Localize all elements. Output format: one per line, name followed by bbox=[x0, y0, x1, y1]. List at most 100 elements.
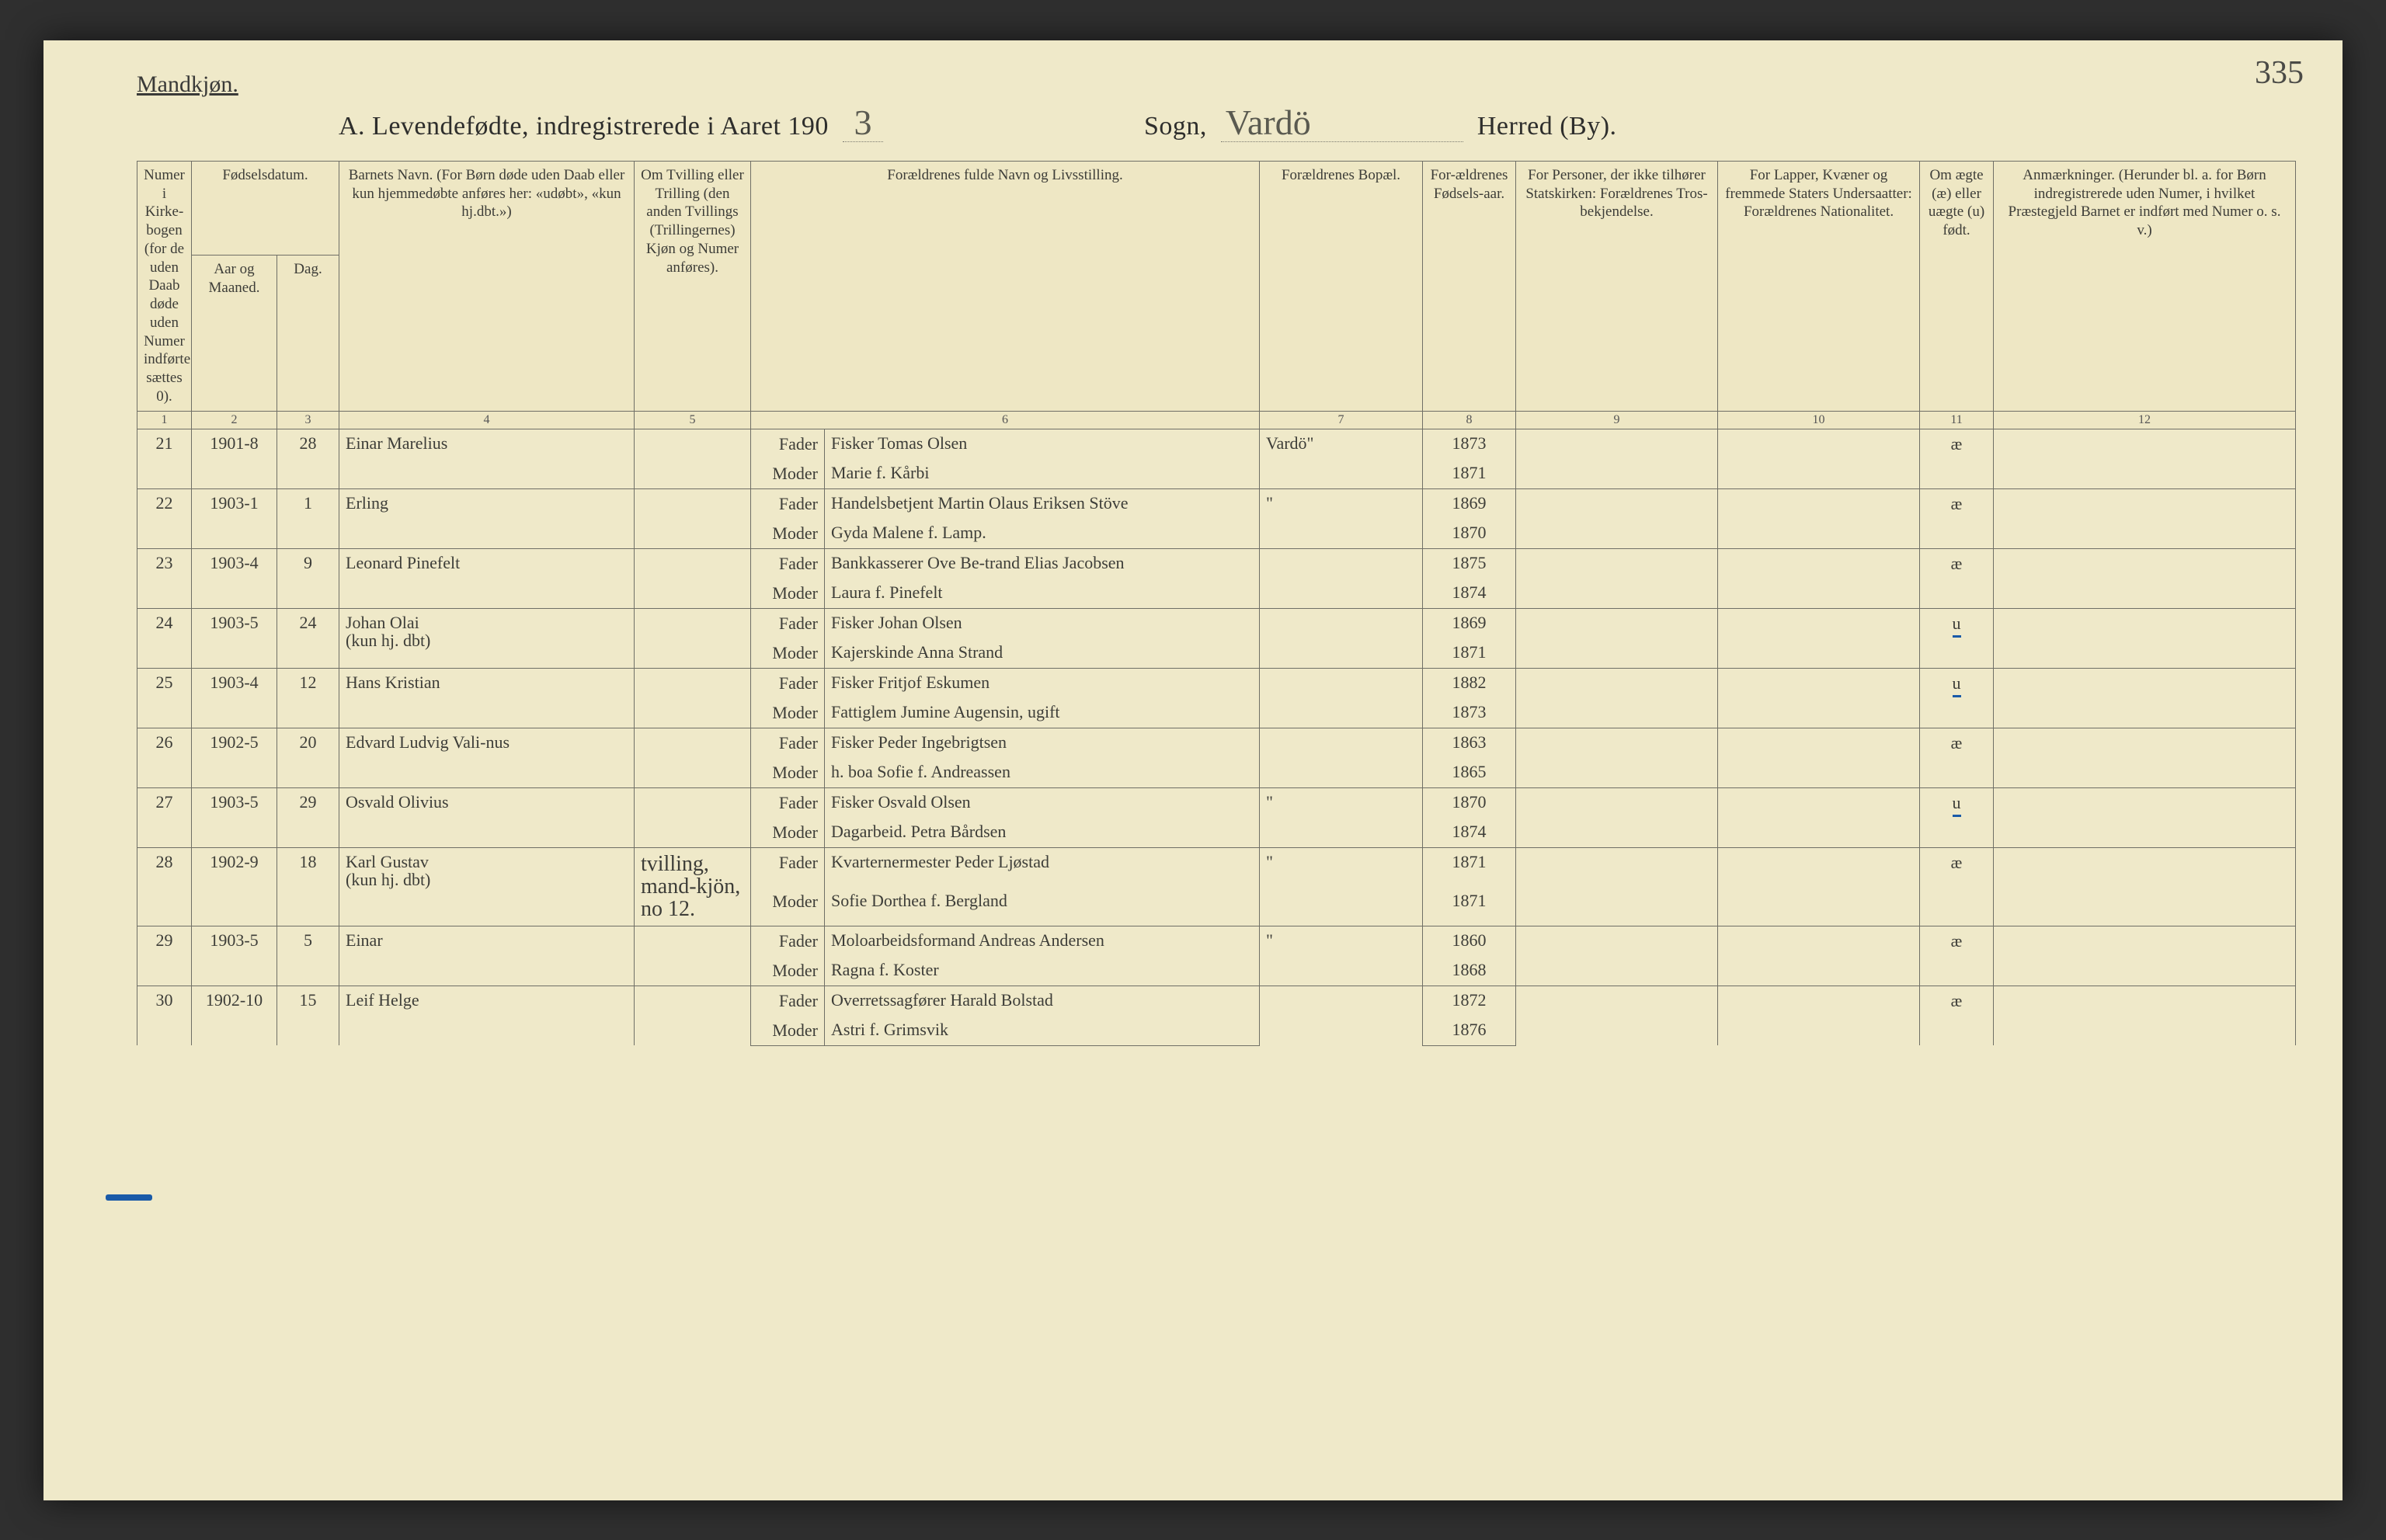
mother-name: Marie f. Kårbi bbox=[825, 459, 1260, 489]
twin-note bbox=[635, 787, 751, 847]
h-col10: For Lapper, Kvæner og fremmede Staters U… bbox=[1718, 161, 1920, 411]
ledger-table: Numer i Kirke-bogen (for de uden Daab dø… bbox=[137, 161, 2296, 1046]
remarks bbox=[1994, 986, 2296, 1045]
title-prefix: A. Levendefødte, indregistrerede i Aaret… bbox=[339, 112, 829, 141]
child-name: Osvald Olivius bbox=[339, 787, 635, 847]
mother-birth-year: 1874 bbox=[1423, 818, 1516, 848]
entry-day: 20 bbox=[277, 728, 339, 787]
mother-birth-year: 1873 bbox=[1423, 698, 1516, 728]
mother-birth-year: 1876 bbox=[1423, 1016, 1516, 1046]
h-col6: Forældrenes fulde Navn og Livsstilling. bbox=[751, 161, 1260, 411]
page-wrap: 335 Mandkjøn. A. Levendefødte, indregist… bbox=[0, 0, 2386, 1540]
child-name: Erling bbox=[339, 488, 635, 548]
col9 bbox=[1516, 488, 1718, 548]
father-birth-year: 1873 bbox=[1423, 429, 1516, 459]
entry-day: 12 bbox=[277, 668, 339, 728]
col10 bbox=[1718, 986, 1920, 1045]
entry-year-month: 1903-4 bbox=[192, 548, 277, 608]
table-row: 241903-524Johan Olai (kun hj. dbt)FaderF… bbox=[137, 608, 2296, 638]
residence: " bbox=[1260, 926, 1423, 986]
mother-birth-year: 1871 bbox=[1423, 887, 1516, 926]
remarks bbox=[1994, 608, 2296, 668]
legitimacy-mark: u bbox=[1920, 787, 1994, 847]
coln: 10 bbox=[1718, 411, 1920, 429]
mother-name: h. boa Sofie f. Andreassen bbox=[825, 758, 1260, 788]
entry-day: 18 bbox=[277, 847, 339, 926]
entry-day: 1 bbox=[277, 488, 339, 548]
residence: " bbox=[1260, 847, 1423, 926]
legitimacy-mark: u bbox=[1920, 608, 1994, 668]
h-col2a: Aar og Maaned. bbox=[192, 256, 277, 411]
child-name: Einar Marelius bbox=[339, 429, 635, 488]
table-head: Numer i Kirke-bogen (for de uden Daab dø… bbox=[137, 161, 2296, 411]
mother-name: Laura f. Pinefelt bbox=[825, 579, 1260, 609]
father-label: Fader bbox=[751, 728, 825, 758]
residence bbox=[1260, 986, 1423, 1045]
father-name: Fisker Johan Olsen bbox=[825, 608, 1260, 638]
table-row: 271903-529Osvald OliviusFaderFisker Osva… bbox=[137, 787, 2296, 818]
col9 bbox=[1516, 847, 1718, 926]
entry-number: 26 bbox=[137, 728, 192, 787]
entry-year-month: 1903-4 bbox=[192, 668, 277, 728]
twin-note bbox=[635, 986, 751, 1045]
father-label: Fader bbox=[751, 668, 825, 698]
entry-number: 25 bbox=[137, 668, 192, 728]
col9 bbox=[1516, 787, 1718, 847]
child-name: Johan Olai (kun hj. dbt) bbox=[339, 608, 635, 668]
sogn-value: Vardö bbox=[1221, 104, 1463, 142]
h-col12: Anmærkninger. (Herunder bl. a. for Børn … bbox=[1994, 161, 2296, 411]
father-name: Fisker Fritjof Eskumen bbox=[825, 668, 1260, 698]
col10 bbox=[1718, 787, 1920, 847]
mother-label: Moder bbox=[751, 1016, 825, 1046]
legitimacy-mark: æ bbox=[1920, 847, 1994, 926]
gender-label: Mandkjøn. bbox=[137, 71, 2296, 98]
column-number-row: 1 2 3 4 5 6 7 8 9 10 11 12 bbox=[137, 411, 2296, 429]
twin-note bbox=[635, 429, 751, 488]
father-birth-year: 1871 bbox=[1423, 847, 1516, 887]
table-row: 261902-520Edvard Ludvig Vali-nusFaderFis… bbox=[137, 728, 2296, 758]
coln: 7 bbox=[1260, 411, 1423, 429]
col9 bbox=[1516, 926, 1718, 986]
coln: 4 bbox=[339, 411, 635, 429]
col9 bbox=[1516, 429, 1718, 488]
twin-note bbox=[635, 548, 751, 608]
mother-name: Ragna f. Koster bbox=[825, 956, 1260, 986]
father-birth-year: 1860 bbox=[1423, 926, 1516, 956]
residence: " bbox=[1260, 787, 1423, 847]
residence: " bbox=[1260, 488, 1423, 548]
col9 bbox=[1516, 728, 1718, 787]
col10 bbox=[1718, 608, 1920, 668]
entry-year-month: 1903-5 bbox=[192, 787, 277, 847]
father-birth-year: 1870 bbox=[1423, 787, 1516, 818]
col9 bbox=[1516, 986, 1718, 1045]
mother-birth-year: 1868 bbox=[1423, 956, 1516, 986]
legitimacy-mark: æ bbox=[1920, 926, 1994, 986]
father-birth-year: 1875 bbox=[1423, 548, 1516, 579]
col10 bbox=[1718, 668, 1920, 728]
mother-birth-year: 1874 bbox=[1423, 579, 1516, 609]
title-year-suffix: 3 bbox=[843, 104, 883, 142]
twin-note bbox=[635, 728, 751, 787]
mother-name: Kajerskinde Anna Strand bbox=[825, 638, 1260, 669]
legitimacy-mark: æ bbox=[1920, 548, 1994, 608]
table-row: 251903-412Hans KristianFaderFisker Fritj… bbox=[137, 668, 2296, 698]
child-name: Hans Kristian bbox=[339, 668, 635, 728]
remarks bbox=[1994, 847, 2296, 926]
entry-year-month: 1903-5 bbox=[192, 608, 277, 668]
entry-day: 24 bbox=[277, 608, 339, 668]
entry-year-month: 1901-8 bbox=[192, 429, 277, 488]
father-name: Bankkasserer Ove Be-trand Elias Jacobsen bbox=[825, 548, 1260, 579]
sogn-label: Sogn, bbox=[1144, 112, 1207, 141]
table-row: 281902-918Karl Gustav (kun hj. dbt)tvill… bbox=[137, 847, 2296, 887]
title-line: A. Levendefødte, indregistrerede i Aaret… bbox=[339, 104, 2296, 142]
twin-note: tvilling, mand-kjön, no 12. bbox=[635, 847, 751, 926]
remarks bbox=[1994, 488, 2296, 548]
father-name: Kvarternermester Peder Ljøstad bbox=[825, 847, 1260, 887]
entry-number: 29 bbox=[137, 926, 192, 986]
coln: 6 bbox=[751, 411, 1260, 429]
mother-name: Astri f. Grimsvik bbox=[825, 1016, 1260, 1046]
twin-note bbox=[635, 926, 751, 986]
legitimacy-mark: u bbox=[1920, 668, 1994, 728]
col10 bbox=[1718, 488, 1920, 548]
col9 bbox=[1516, 608, 1718, 668]
